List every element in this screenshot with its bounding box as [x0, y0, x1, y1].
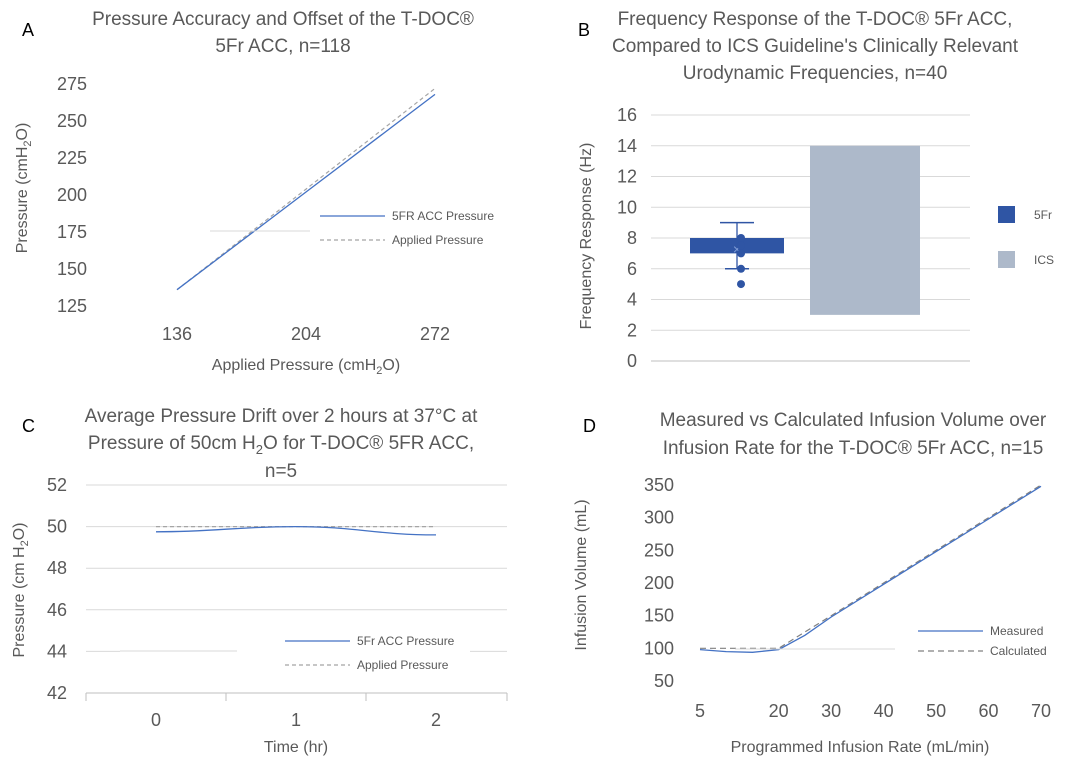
chart-a-y-tick-6: 275	[57, 74, 87, 94]
chart-c-y-tick-5: 52	[47, 475, 67, 495]
chart-a-title-line-1: Pressure Accuracy and Offset of the T-DO…	[92, 9, 474, 30]
chart-c-title-line-2: Pressure of 50cm H2O for T-DOC® 5FR ACC,	[88, 433, 474, 457]
chart-a-series-applied-line	[176, 87, 436, 291]
chart-d-series-calculated-line	[700, 484, 1042, 649]
panel-letter-c: C	[22, 416, 35, 436]
chart-b-legend-swatch-0	[998, 206, 1015, 223]
chart-d-x-axis-label: Programmed Infusion Rate (mL/min)	[731, 739, 990, 756]
chart-b-box-mean-marker: ×	[733, 241, 741, 257]
chart-b-box-point-4	[737, 234, 745, 242]
chart-d-x-tick-6: 70	[1031, 701, 1051, 721]
chart-a: Pressure Accuracy and Offset of the T-DO…	[14, 9, 494, 377]
chart-c-y-axis-label: Pressure (cm H2O)	[11, 522, 31, 657]
chart-d-title-line-1: Measured vs Calculated Infusion Volume o…	[660, 410, 1047, 431]
chart-a-legend-label-0: 5FR ACC Pressure	[392, 209, 494, 223]
chart-b-bar-ics	[810, 145, 920, 315]
chart-d-y-tick-6: 350	[644, 475, 674, 495]
chart-d-y-tick-5: 300	[644, 508, 674, 528]
chart-c-x-tick-1: 1	[291, 710, 301, 730]
panel-letter-d: D	[583, 416, 596, 436]
chart-c-legend-box	[120, 636, 470, 676]
chart-d-y-tick-2: 150	[644, 606, 674, 626]
chart-c: Average Pressure Drift over 2 hours at 3…	[11, 406, 508, 756]
chart-a-y-tick-5: 250	[57, 111, 87, 131]
chart-d: Measured vs Calculated Infusion Volume o…	[573, 410, 1051, 756]
chart-a-legend-label-1: Applied Pressure	[392, 233, 484, 247]
chart-d-x-tick-2: 30	[821, 701, 841, 721]
chart-b-y-tick-0: 0	[627, 351, 637, 371]
chart-d-y-tick-0: 50	[654, 671, 674, 691]
chart-b-y-tick-2: 4	[627, 290, 637, 310]
chart-b-y-tick-8: 16	[617, 105, 637, 125]
chart-d-x-tick-0: 5	[695, 701, 705, 721]
chart-d-y-tick-1: 100	[644, 638, 674, 658]
chart-b-title-line-2: Compared to ICS Guideline's Clinically R…	[612, 36, 1019, 57]
chart-a-x-tick-1: 204	[291, 324, 321, 344]
chart-a-x-tick-0: 136	[162, 324, 192, 344]
chart-c-legend-label-0: 5Fr ACC Pressure	[357, 634, 455, 648]
panel-letter-b: B	[578, 20, 590, 40]
chart-b-legend-label-1: ICS	[1034, 253, 1054, 267]
chart-b-y-tick-6: 12	[617, 167, 637, 187]
chart-d-x-tick-5: 60	[978, 701, 998, 721]
chart-c-x-tick-2: 2	[431, 710, 441, 730]
chart-b-y-tick-7: 14	[617, 136, 637, 156]
chart-d-legend-label-1: Calculated	[990, 644, 1047, 658]
chart-b-box-point-2	[737, 249, 745, 258]
chart-c-x-axis-label: Time (hr)	[264, 739, 328, 756]
chart-c-x-tick-0: 0	[151, 710, 161, 730]
chart-a-y-tick-0: 125	[57, 296, 87, 316]
chart-c-y-tick-4: 50	[47, 517, 67, 537]
chart-d-y-tick-4: 250	[644, 540, 674, 560]
chart-a-y-tick-4: 225	[57, 148, 87, 168]
panel-letter-a: A	[22, 20, 34, 40]
chart-d-legend-label-0: Measured	[990, 624, 1043, 638]
chart-b-y-axis-label: Frequency Response (Hz)	[578, 143, 595, 330]
chart-a-x-tick-2: 272	[420, 324, 450, 344]
chart-c-title-line-3: n=5	[265, 461, 297, 482]
chart-d-x-tick-3: 40	[874, 701, 894, 721]
chart-d-y-axis-label: Infusion Volume (mL)	[573, 499, 590, 650]
chart-b-box-point-3	[737, 241, 745, 250]
chart-c-legend-label-1: Applied Pressure	[357, 658, 449, 672]
chart-c-title-line-1: Average Pressure Drift over 2 hours at 3…	[85, 406, 478, 427]
chart-a-x-axis-label: Applied Pressure (cmH2O)	[212, 357, 400, 377]
chart-c-y-tick-2: 46	[47, 600, 67, 620]
chart-d-x-tick-4: 50	[926, 701, 946, 721]
chart-b: Frequency Response of the T-DOC® 5Fr ACC…	[578, 9, 1054, 371]
chart-b-legend-swatch-1	[998, 251, 1015, 268]
chart-c-series-5fr-line	[155, 525, 437, 536]
chart-b-box-point-0	[737, 280, 745, 289]
chart-c-y-tick-0: 42	[47, 683, 67, 703]
chart-b-y-tick-1: 2	[627, 320, 637, 340]
chart-b-y-tick-5: 10	[617, 197, 637, 217]
chart-c-y-tick-3: 48	[47, 558, 67, 578]
chart-d-title-line-2: Infusion Rate for the T-DOC® 5Fr ACC, n=…	[663, 438, 1044, 459]
chart-d-x-tick-1: 20	[769, 701, 789, 721]
chart-a-title-line-2: 5Fr ACC, n=118	[215, 36, 350, 57]
chart-b-title-line-1: Frequency Response of the T-DOC® 5Fr ACC…	[618, 9, 1013, 30]
chart-a-y-tick-2: 175	[57, 222, 87, 242]
chart-c-y-tick-1: 44	[47, 641, 67, 661]
chart-b-y-tick-3: 6	[627, 259, 637, 279]
chart-b-legend-label-0: 5Fr	[1034, 208, 1052, 222]
chart-a-y-axis-label: Pressure (cmH2O)	[14, 123, 34, 254]
chart-a-y-tick-1: 150	[57, 259, 87, 279]
chart-b-title-line-3: Urodynamic Frequencies, n=40	[683, 63, 948, 84]
chart-d-y-tick-3: 200	[644, 573, 674, 593]
chart-b-box-iqr	[690, 238, 784, 254]
chart-a-y-tick-3: 200	[57, 185, 87, 205]
chart-b-y-tick-4: 8	[627, 228, 637, 248]
chart-d-series-measured-line	[699, 485, 1042, 653]
chart-a-series-5fr-line	[176, 93, 436, 291]
chart-b-box-point-1	[737, 264, 745, 273]
